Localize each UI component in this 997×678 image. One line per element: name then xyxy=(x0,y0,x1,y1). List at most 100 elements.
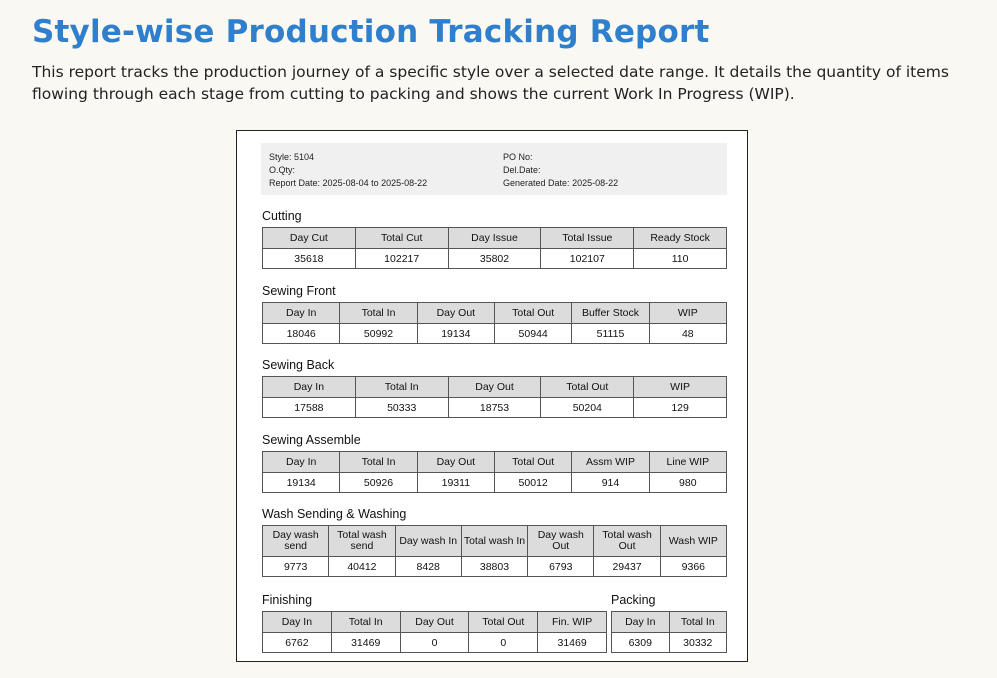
generated-value: 2025-08-22 xyxy=(572,178,619,188)
packing-table: Day In Total In 6309 30332 xyxy=(611,611,727,653)
sewing-back-title: Sewing Back xyxy=(262,358,335,372)
table-header: Day In xyxy=(262,376,356,398)
po-row: PO No: xyxy=(503,151,618,164)
sewing-assemble-title: Sewing Assemble xyxy=(262,433,361,447)
table-header: Day Cut xyxy=(262,227,356,249)
table-cell: 18753 xyxy=(447,397,542,418)
table-cell: 19311 xyxy=(416,472,495,493)
table-cell: 102217 xyxy=(354,248,449,269)
table-header: Total In xyxy=(354,376,449,398)
report-date-row: Report Date: 2025-08-04 to 2025-08-22 xyxy=(269,177,427,190)
table-header: WIP xyxy=(648,302,728,324)
table-header: Total wash In xyxy=(460,525,529,557)
table-header: Day In xyxy=(611,611,670,633)
table-cell: 9366 xyxy=(659,556,728,577)
table-cell: 51115 xyxy=(571,323,650,344)
table-cell: 129 xyxy=(633,397,727,418)
finishing-table: Day In Total In Day Out Total Out Fin. W… xyxy=(262,611,607,653)
sewing-front-title: Sewing Front xyxy=(262,284,336,298)
del-date-row: Del.Date: xyxy=(503,164,618,177)
table-header: Fin. WIP xyxy=(537,611,607,633)
table-cell: 50926 xyxy=(339,472,418,493)
table-cell: 40412 xyxy=(328,556,396,577)
table-cell: 50944 xyxy=(493,323,573,344)
table-cell: 18046 xyxy=(261,323,341,344)
oqty-label: O.Qty: xyxy=(269,165,296,175)
packing-title: Packing xyxy=(611,593,656,607)
table-cell: 980 xyxy=(648,472,728,493)
report-meta: Style: 5104 O.Qty: Report Date: 2025-08-… xyxy=(261,143,727,195)
finishing-title: Finishing xyxy=(262,593,313,607)
table-header: Day wash send xyxy=(261,525,330,557)
report-date-label: Report Date: xyxy=(269,178,321,188)
po-label: PO No: xyxy=(503,152,533,162)
table-header: Total wash Out xyxy=(593,525,661,557)
table-cell: 31469 xyxy=(537,632,607,653)
style-label: Style: xyxy=(269,152,292,162)
table-cell: 50012 xyxy=(493,472,573,493)
wash-title: Wash Sending & Washing xyxy=(262,507,407,521)
table-cell: 102107 xyxy=(540,248,635,269)
table-header: Total Out xyxy=(493,451,573,473)
table-cell: 0 xyxy=(399,632,470,653)
table-cell: 19134 xyxy=(261,472,341,493)
table-header: Day Out xyxy=(416,302,495,324)
table-header: Ready Stock xyxy=(633,227,727,249)
table-header: Total In xyxy=(339,451,418,473)
table-cell: 35802 xyxy=(447,248,542,269)
table-header: Wash WIP xyxy=(659,525,728,557)
table-header: Total Out xyxy=(493,302,573,324)
table-cell: 30332 xyxy=(668,632,727,653)
table-cell: 48 xyxy=(648,323,728,344)
table-cell: 0 xyxy=(468,632,539,653)
table-header: Total In xyxy=(330,611,401,633)
table-header: Total In xyxy=(668,611,727,633)
table-header: Day wash In xyxy=(394,525,462,557)
table-header: Day In xyxy=(261,302,341,324)
table-cell: 29437 xyxy=(593,556,661,577)
page-description: This report tracks the production journe… xyxy=(32,63,949,103)
table-header: Day Issue xyxy=(447,227,542,249)
oqty-row: O.Qty: xyxy=(269,164,427,177)
table-cell: 31469 xyxy=(330,632,401,653)
table-cell: 50333 xyxy=(354,397,449,418)
table-header: Day Out xyxy=(447,376,542,398)
page-title: Style-wise Production Tracking Report xyxy=(32,14,710,50)
table-header: Total wash send xyxy=(328,525,396,557)
generated-label: Generated Date: xyxy=(503,178,570,188)
wash-table: Day wash send Total wash send Day wash I… xyxy=(261,525,728,577)
table-cell: 6793 xyxy=(527,556,595,577)
table-header: Day In xyxy=(261,451,341,473)
table-cell: 38803 xyxy=(460,556,529,577)
table-cell: 17588 xyxy=(262,397,356,418)
table-cell: 110 xyxy=(633,248,727,269)
table-header: Day Out xyxy=(399,611,470,633)
style-value: 5104 xyxy=(294,152,315,162)
table-cell: 50204 xyxy=(540,397,635,418)
cutting-title: Cutting xyxy=(262,209,302,223)
table-cell: 6309 xyxy=(611,632,670,653)
sewing-front-table: Day In Total In Day Out Total Out Buffer… xyxy=(261,302,728,344)
del-date-label: Del.Date: xyxy=(503,165,541,175)
table-cell: 9773 xyxy=(261,556,330,577)
table-header: Total Out xyxy=(468,611,539,633)
table-header: Assm WIP xyxy=(571,451,650,473)
table-cell: 8428 xyxy=(394,556,462,577)
table-header: Line WIP xyxy=(648,451,728,473)
sewing-back-table: Day In Total In Day Out Total Out WIP 17… xyxy=(262,376,727,418)
table-cell: 35618 xyxy=(262,248,356,269)
cutting-table: Day Cut Total Cut Day Issue Total Issue … xyxy=(262,227,727,269)
sewing-assemble-table: Day In Total In Day Out Total Out Assm W… xyxy=(261,451,728,493)
table-cell: 50992 xyxy=(339,323,418,344)
report-date-value: 2025-08-04 to 2025-08-22 xyxy=(322,178,428,188)
table-header: Total Out xyxy=(540,376,635,398)
table-cell: 6762 xyxy=(262,632,332,653)
style-row: Style: 5104 xyxy=(269,151,427,164)
table-cell: 19134 xyxy=(416,323,495,344)
table-cell: 914 xyxy=(571,472,650,493)
table-header: Total Cut xyxy=(354,227,449,249)
table-header: Total Issue xyxy=(540,227,635,249)
generated-row: Generated Date: 2025-08-22 xyxy=(503,177,618,190)
table-header: Day wash Out xyxy=(527,525,595,557)
table-header: Day In xyxy=(262,611,332,633)
